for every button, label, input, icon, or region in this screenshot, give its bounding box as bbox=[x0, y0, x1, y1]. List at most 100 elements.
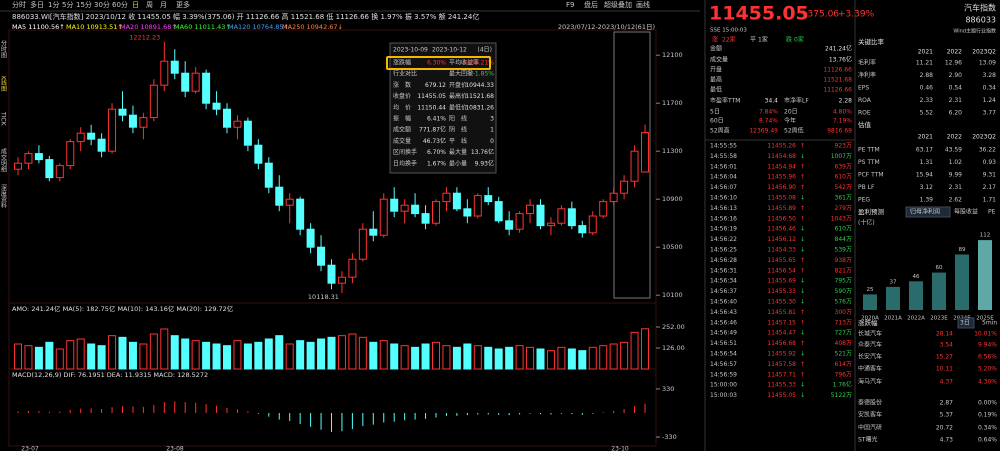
tick-volume: 923万 bbox=[835, 143, 852, 150]
stat-value: 4.80% bbox=[833, 109, 852, 116]
sidebar-tab[interactable]: 成交明细 bbox=[0, 147, 7, 173]
tick-price: 11454.94 bbox=[767, 163, 796, 170]
volume-bar bbox=[337, 335, 346, 370]
volume-bar bbox=[473, 345, 482, 370]
volume-bar bbox=[45, 341, 54, 370]
toolbar-button[interactable]: 超级叠加 bbox=[604, 0, 632, 9]
quote-time: SSE 15:00:03 bbox=[710, 28, 747, 34]
stat-value: 2.28 bbox=[839, 98, 853, 105]
stock-change: 9.94% bbox=[978, 342, 997, 349]
toolbar-tab[interactable]: 30分 bbox=[94, 0, 110, 9]
tick-arrow: ↑ bbox=[800, 174, 805, 181]
cell: 0.93 bbox=[983, 159, 997, 166]
y-tick-label: 252.00 bbox=[662, 323, 685, 331]
volume-bar bbox=[588, 346, 597, 370]
popup-date: 2023-10-09 bbox=[393, 47, 428, 54]
tick-volume: 844万 bbox=[835, 236, 852, 243]
popup-label: 收盘价 bbox=[393, 92, 411, 100]
stat-label: 52周低 bbox=[784, 127, 804, 135]
y-tick-label: 10100 bbox=[662, 291, 683, 299]
tick-volume: 1043万 bbox=[831, 215, 852, 222]
toolbar-tab[interactable]: 分时 bbox=[12, 0, 26, 9]
toolbar-tab[interactable]: 日 bbox=[132, 1, 139, 9]
row-label: 毛利率 bbox=[858, 59, 876, 67]
section-title: 盈利预测 bbox=[858, 207, 885, 216]
tick-arrow: ↑ bbox=[800, 184, 805, 191]
tab[interactable]: 每股收益 bbox=[954, 208, 978, 216]
tab[interactable]: PE bbox=[988, 209, 996, 216]
tick-arrow: ↑ bbox=[800, 215, 805, 222]
cell: 2.17 bbox=[983, 184, 997, 191]
toolbar-tab[interactable]: 5分 bbox=[62, 0, 73, 9]
toolbar-button[interactable]: F9 bbox=[566, 1, 574, 9]
cell: 2.90 bbox=[949, 72, 963, 79]
popup-value: 13.76亿 bbox=[471, 148, 494, 156]
tick-volume: 576万 bbox=[835, 299, 852, 306]
candle-body bbox=[160, 60, 169, 86]
tick-price: 11456.54 bbox=[767, 267, 796, 274]
toolbar-tab[interactable]: 更多 bbox=[176, 0, 190, 9]
toolbar-tab[interactable]: 多日 bbox=[30, 0, 44, 9]
toolbar-button[interactable]: 画线 bbox=[636, 0, 650, 9]
tab[interactable]: 3日 bbox=[960, 320, 970, 327]
candle-body bbox=[400, 204, 409, 212]
candle-body bbox=[233, 120, 242, 128]
candle-body bbox=[139, 117, 148, 128]
candle-body bbox=[285, 198, 294, 206]
toolbar-button[interactable]: 盘后 bbox=[584, 0, 598, 9]
section-title: 关键比率 bbox=[858, 37, 885, 46]
popup-label: 最大回撤 bbox=[449, 70, 473, 78]
col-header: 2021 bbox=[918, 49, 933, 56]
volume-bar bbox=[76, 338, 85, 370]
col-header: 2022 bbox=[947, 134, 962, 141]
candle-body bbox=[599, 201, 608, 217]
index-name: 汽车指数 bbox=[964, 3, 996, 13]
cell: 9.31 bbox=[983, 172, 997, 179]
change-pct: +3.39% bbox=[838, 10, 875, 20]
toolbar-tab[interactable]: 15分 bbox=[76, 0, 92, 9]
tab[interactable]: 归母净利润 bbox=[910, 208, 940, 216]
popup-label: 涨跌幅 bbox=[393, 59, 411, 67]
tick-time: 14:56:01 bbox=[710, 163, 737, 170]
tick-volume: 796万 bbox=[835, 371, 852, 378]
popup-label: 区间换手 bbox=[393, 148, 417, 156]
stock-name: 海马汽车 bbox=[858, 378, 882, 386]
y-tick-label: 10500 bbox=[662, 243, 683, 251]
row-label: EPS bbox=[858, 85, 869, 92]
candle-body bbox=[515, 213, 524, 230]
ma-legend: MA120 10764.85↑ bbox=[228, 23, 289, 31]
x-tick-label: 2023E bbox=[930, 316, 948, 322]
toolbar-tab[interactable]: 月 bbox=[160, 1, 167, 9]
sidebar-tab[interactable]: 深度资料 bbox=[0, 183, 7, 209]
toolbar-tab[interactable]: 1分 bbox=[48, 0, 59, 9]
sidebar-tab[interactable]: TICK bbox=[0, 111, 7, 127]
volume-bar bbox=[139, 343, 148, 370]
candle-body bbox=[463, 208, 472, 217]
popup-value: 11521.68 bbox=[465, 93, 494, 100]
volume-title: AMO: 241.24亿 MA(5): 182.75亿 MA(10): 143.… bbox=[12, 304, 234, 313]
sidebar-tab[interactable]: 分时图 bbox=[0, 39, 7, 59]
toolbar-tab[interactable]: 周 bbox=[146, 1, 153, 9]
tab[interactable]: 5min bbox=[982, 320, 997, 327]
stock-name: ST曙光 bbox=[858, 436, 877, 444]
cell: 36.22 bbox=[979, 147, 996, 154]
tick-arrow: ↓ bbox=[800, 153, 805, 160]
toolbar-tab[interactable]: 60分 bbox=[112, 0, 128, 9]
y-tick-label: 126.00 bbox=[662, 344, 685, 352]
volume-bar bbox=[515, 345, 524, 370]
stat-value: 13.76亿 bbox=[829, 56, 852, 64]
sidebar-tab[interactable]: K线图 bbox=[0, 76, 7, 93]
volume-bar bbox=[264, 338, 273, 370]
candle-body bbox=[567, 208, 576, 227]
candle-body bbox=[358, 228, 367, 260]
tick-time: 14:56:40 bbox=[710, 299, 737, 306]
tick-volume: 610万 bbox=[835, 174, 852, 181]
stat-value: 7.19% bbox=[833, 118, 852, 125]
tick-arrow: ↓ bbox=[800, 226, 805, 233]
volume-bar bbox=[327, 336, 336, 370]
stat-value: 11126.66 bbox=[823, 87, 852, 94]
tick-volume: 300万 bbox=[835, 309, 852, 316]
popup-value: 10831.26 bbox=[465, 104, 494, 111]
breadth: 22家 bbox=[722, 36, 736, 44]
stock-price: 20.72 bbox=[936, 425, 953, 432]
